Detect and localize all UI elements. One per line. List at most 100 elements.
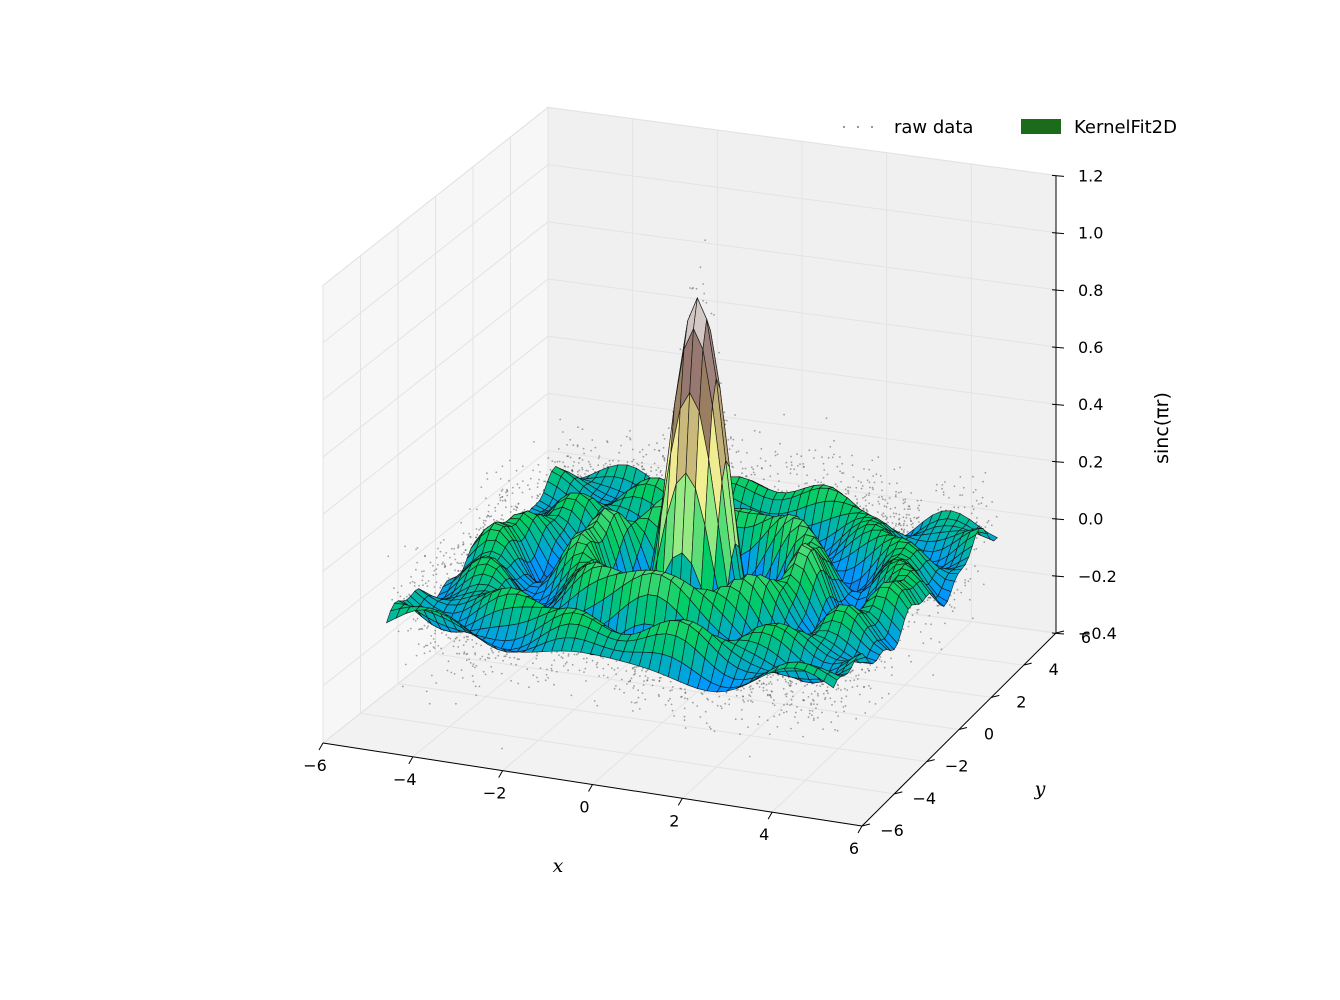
raw-data-point <box>646 669 649 672</box>
raw-data-point <box>474 666 476 669</box>
raw-data-point <box>937 611 939 614</box>
raw-data-point <box>735 689 738 691</box>
raw-data-point <box>460 570 462 572</box>
raw-data-point <box>415 548 417 551</box>
raw-data-point <box>460 521 463 524</box>
raw-data-point <box>905 516 908 519</box>
raw-data-point <box>817 481 819 483</box>
raw-data-point <box>829 697 832 700</box>
raw-data-point <box>487 514 490 517</box>
raw-data-point <box>663 438 666 440</box>
raw-data-point <box>662 434 665 436</box>
raw-data-point <box>728 448 731 451</box>
raw-data-point <box>817 694 819 697</box>
raw-data-point <box>701 693 704 696</box>
raw-data-point <box>513 508 515 511</box>
raw-data-point <box>689 287 691 289</box>
raw-data-point <box>890 674 893 676</box>
raw-data-point <box>606 441 609 444</box>
raw-data-point <box>808 712 811 715</box>
raw-data-point <box>466 553 468 556</box>
raw-data-point <box>488 515 491 518</box>
raw-data-point <box>606 440 608 442</box>
raw-data-point <box>777 488 780 491</box>
raw-data-point <box>626 461 629 464</box>
raw-data-point <box>478 517 481 519</box>
raw-data-point <box>784 693 787 696</box>
raw-data-point <box>883 505 886 508</box>
raw-data-point <box>824 696 827 699</box>
raw-data-point <box>641 448 644 451</box>
raw-data-point <box>875 473 878 476</box>
raw-data-point <box>810 703 812 706</box>
raw-data-point <box>811 714 813 717</box>
raw-data-point <box>602 674 605 677</box>
raw-data-point <box>858 693 861 696</box>
raw-data-point <box>543 480 545 483</box>
raw-data-point <box>749 688 752 691</box>
raw-data-point <box>472 680 475 683</box>
raw-data-point <box>889 507 892 510</box>
raw-data-point <box>863 686 865 688</box>
raw-data-point <box>642 667 644 670</box>
raw-data-point <box>509 511 512 513</box>
raw-data-point <box>836 465 839 468</box>
raw-data-point <box>773 485 776 488</box>
raw-data-point <box>441 563 443 565</box>
raw-data-point <box>806 474 808 477</box>
raw-data-point <box>806 683 809 686</box>
raw-data-point <box>412 618 415 621</box>
raw-data-point <box>904 501 906 503</box>
grid-line-z <box>322 221 1057 401</box>
raw-data-point <box>773 715 776 718</box>
raw-data-point <box>475 642 478 645</box>
raw-data-point <box>488 657 491 660</box>
raw-data-point <box>735 694 738 697</box>
raw-data-point <box>762 478 765 481</box>
raw-data-point <box>537 495 540 498</box>
raw-data-point <box>680 696 682 698</box>
raw-data-point <box>427 580 430 582</box>
raw-data-point <box>853 679 856 681</box>
raw-data-point <box>545 673 548 676</box>
raw-data-point <box>618 688 621 691</box>
raw-data-point <box>856 498 858 501</box>
raw-data-point <box>980 502 983 505</box>
raw-data-point <box>641 465 644 467</box>
raw-data-point <box>505 653 508 656</box>
raw-data-point <box>602 464 605 467</box>
grid-line-z <box>322 392 1057 572</box>
raw-data-point <box>418 628 420 631</box>
raw-data-point <box>658 679 661 682</box>
raw-data-point <box>478 685 481 688</box>
raw-data-point <box>454 637 457 640</box>
raw-data-point <box>655 474 658 476</box>
raw-data-point <box>497 654 500 657</box>
raw-data-point <box>500 518 502 520</box>
raw-data-point <box>577 473 579 476</box>
raw-data-point <box>471 639 474 641</box>
raw-data-point <box>874 703 877 705</box>
grid-line-z <box>322 450 1057 629</box>
raw-data-point <box>462 644 465 646</box>
raw-data-point <box>792 695 794 698</box>
raw-data-point <box>758 679 761 682</box>
raw-data-point <box>413 585 416 587</box>
raw-data-point <box>852 669 854 672</box>
raw-data-point <box>741 439 744 441</box>
raw-data-point <box>794 716 796 718</box>
raw-data-point <box>836 485 839 488</box>
raw-data-point <box>590 449 592 452</box>
raw-data-point <box>550 651 553 654</box>
raw-data-point <box>504 499 506 501</box>
raw-data-point <box>501 747 503 750</box>
raw-data-point <box>450 563 453 565</box>
raw-data-point <box>684 688 686 691</box>
raw-data-point <box>868 468 871 471</box>
raw-data-point <box>557 448 560 450</box>
raw-data-point <box>494 520 496 523</box>
raw-data-point <box>620 678 623 681</box>
raw-data-point <box>657 693 660 696</box>
raw-data-point <box>762 682 765 685</box>
raw-data-point <box>847 491 850 493</box>
